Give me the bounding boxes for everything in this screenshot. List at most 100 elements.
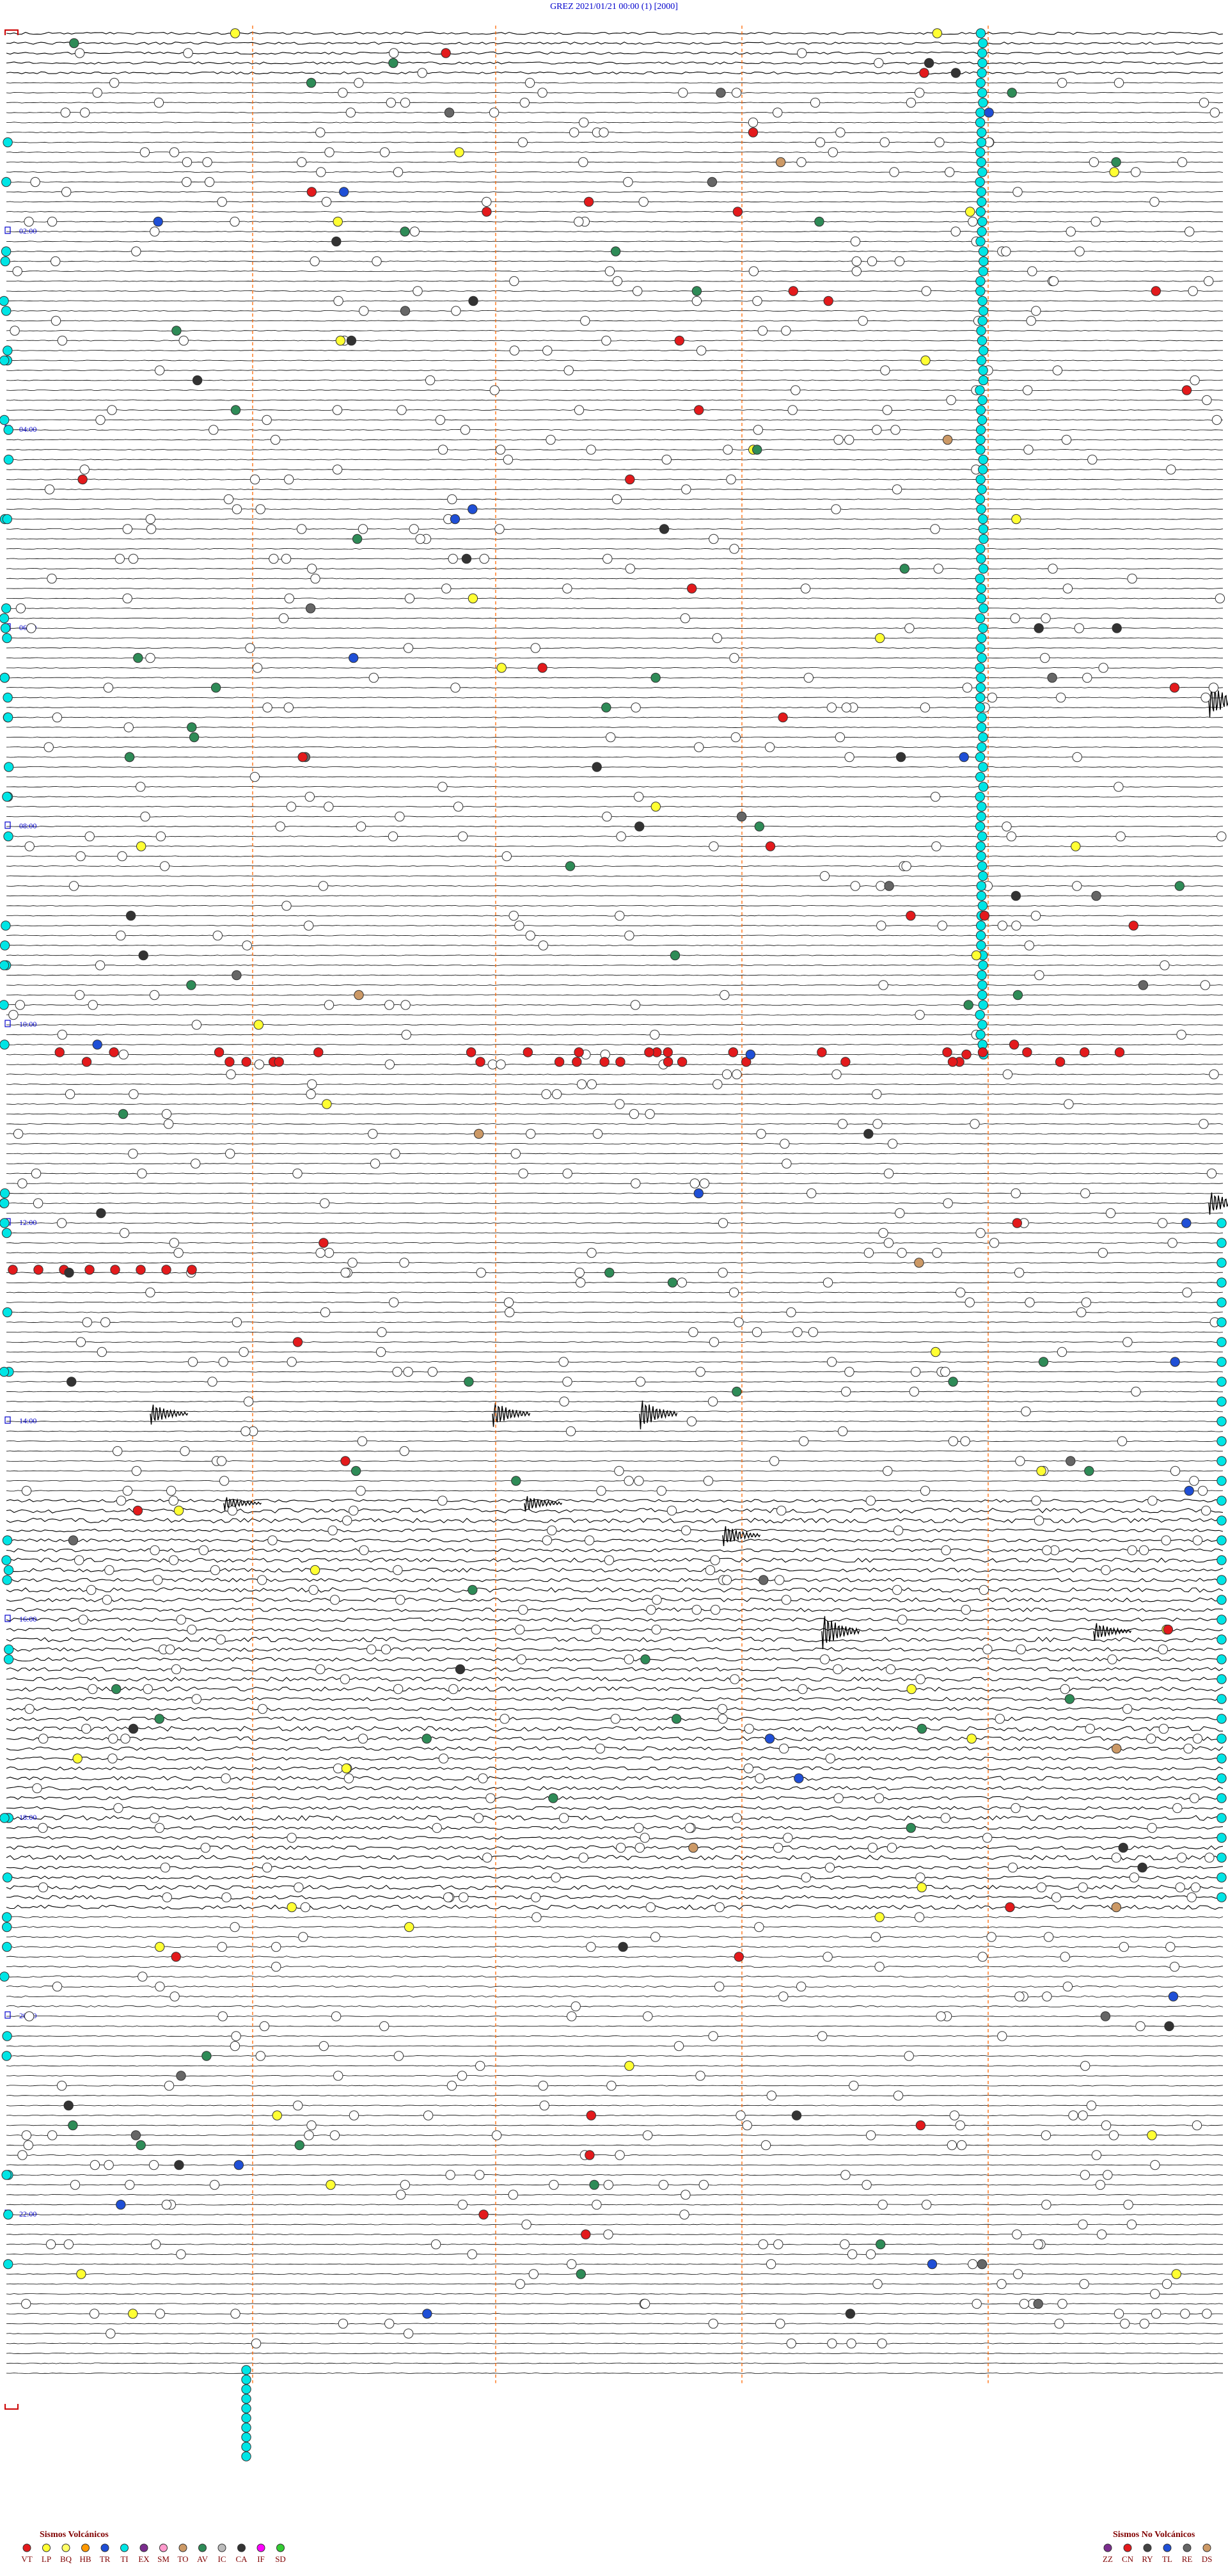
event-marker bbox=[393, 2051, 404, 2061]
event-marker bbox=[221, 1773, 231, 1783]
event-marker bbox=[475, 2060, 485, 2071]
trace-line bbox=[6, 835, 1223, 837]
event-marker bbox=[1189, 1793, 1200, 1803]
event-marker bbox=[54, 1047, 65, 1057]
event-marker bbox=[333, 216, 343, 227]
legend-swatch bbox=[81, 2543, 90, 2552]
event-marker bbox=[586, 2110, 596, 2121]
event-marker bbox=[95, 415, 106, 425]
event-marker bbox=[176, 1615, 186, 1625]
event-marker bbox=[640, 2298, 650, 2309]
event-marker bbox=[274, 1057, 284, 1067]
event-marker bbox=[0, 623, 11, 633]
event-marker bbox=[310, 256, 320, 267]
event-marker bbox=[304, 791, 315, 802]
trace-line bbox=[6, 1815, 1224, 1821]
event-marker bbox=[1011, 1803, 1021, 1813]
event-marker bbox=[393, 167, 404, 177]
event-marker bbox=[1138, 980, 1149, 990]
event-marker bbox=[1064, 1694, 1075, 1704]
event-marker bbox=[511, 1476, 521, 1486]
event-marker bbox=[977, 2259, 988, 2270]
event-marker bbox=[182, 177, 192, 187]
event-marker bbox=[255, 504, 265, 514]
event-marker bbox=[178, 335, 189, 346]
event-marker bbox=[1108, 2130, 1119, 2140]
event-marker bbox=[0, 1218, 10, 1228]
trace-line bbox=[6, 1034, 1224, 1036]
event-marker bbox=[574, 1047, 584, 1057]
event-marker bbox=[33, 1198, 43, 1208]
event-marker bbox=[78, 1615, 88, 1625]
event-marker bbox=[210, 683, 221, 693]
event-marker bbox=[437, 782, 448, 792]
event-marker bbox=[997, 2031, 1007, 2041]
event-marker bbox=[331, 2011, 342, 2021]
event-marker bbox=[509, 345, 519, 356]
event-marker bbox=[625, 474, 635, 485]
event-marker bbox=[642, 2130, 653, 2140]
event-marker bbox=[863, 1128, 874, 1139]
event-marker bbox=[835, 127, 846, 138]
event-marker bbox=[340, 1456, 350, 1466]
event-marker bbox=[423, 2110, 434, 2121]
event-marker bbox=[899, 564, 910, 574]
event-marker bbox=[537, 88, 547, 98]
event-marker bbox=[340, 1267, 350, 1278]
event-marker bbox=[1012, 187, 1023, 197]
event-marker bbox=[748, 117, 759, 128]
event-marker bbox=[775, 2318, 785, 2329]
event-marker bbox=[1200, 692, 1211, 703]
event-marker bbox=[216, 1634, 226, 1645]
event-marker bbox=[1126, 2219, 1137, 2230]
event-marker bbox=[764, 742, 775, 752]
event-marker bbox=[155, 1941, 165, 1952]
event-marker bbox=[125, 2179, 135, 2190]
event-marker bbox=[1190, 1882, 1201, 1893]
event-marker bbox=[21, 1485, 32, 1496]
event-marker bbox=[975, 573, 985, 584]
trace-line bbox=[6, 816, 1224, 818]
event-marker bbox=[104, 2160, 114, 2170]
event-marker bbox=[3, 692, 13, 703]
event-marker bbox=[1204, 276, 1214, 287]
event-marker bbox=[559, 1396, 569, 1407]
event-marker bbox=[602, 553, 613, 564]
event-marker bbox=[1111, 1853, 1122, 1863]
legend-swatch bbox=[1163, 2543, 1172, 2552]
trace-line bbox=[6, 1548, 1224, 1553]
event-marker bbox=[976, 326, 986, 336]
event-marker bbox=[138, 1972, 148, 1982]
event-marker bbox=[1111, 157, 1121, 168]
event-marker bbox=[670, 950, 681, 961]
event-marker bbox=[3, 137, 13, 148]
event-marker bbox=[368, 672, 379, 683]
event-marker bbox=[3, 454, 14, 465]
trace-line bbox=[6, 1876, 1224, 1879]
trace-line bbox=[6, 984, 1224, 986]
event-marker bbox=[1041, 2130, 1051, 2140]
event-marker bbox=[718, 1267, 728, 1278]
event-marker bbox=[717, 1703, 728, 1714]
event-marker bbox=[876, 881, 886, 891]
event-marker bbox=[3, 2209, 13, 2220]
event-marker bbox=[30, 177, 40, 187]
event-marker bbox=[113, 1803, 123, 1813]
legend-swatch bbox=[256, 2543, 265, 2552]
time-marker bbox=[4, 821, 11, 829]
event-marker bbox=[1216, 1694, 1227, 1704]
trace-burst bbox=[223, 1497, 262, 1511]
trace-line bbox=[6, 2105, 1224, 2106]
event-marker bbox=[3, 2259, 13, 2270]
trace-line bbox=[6, 141, 1224, 143]
event-marker bbox=[681, 1525, 691, 1536]
event-marker bbox=[118, 1109, 129, 1119]
event-marker bbox=[975, 276, 986, 287]
event-marker bbox=[688, 1842, 698, 1853]
event-marker bbox=[1147, 1496, 1158, 1506]
event-marker bbox=[198, 1545, 209, 1556]
event-marker bbox=[781, 326, 791, 336]
event-marker bbox=[709, 533, 719, 544]
event-marker bbox=[807, 1188, 817, 1199]
event-marker bbox=[943, 1198, 953, 1208]
